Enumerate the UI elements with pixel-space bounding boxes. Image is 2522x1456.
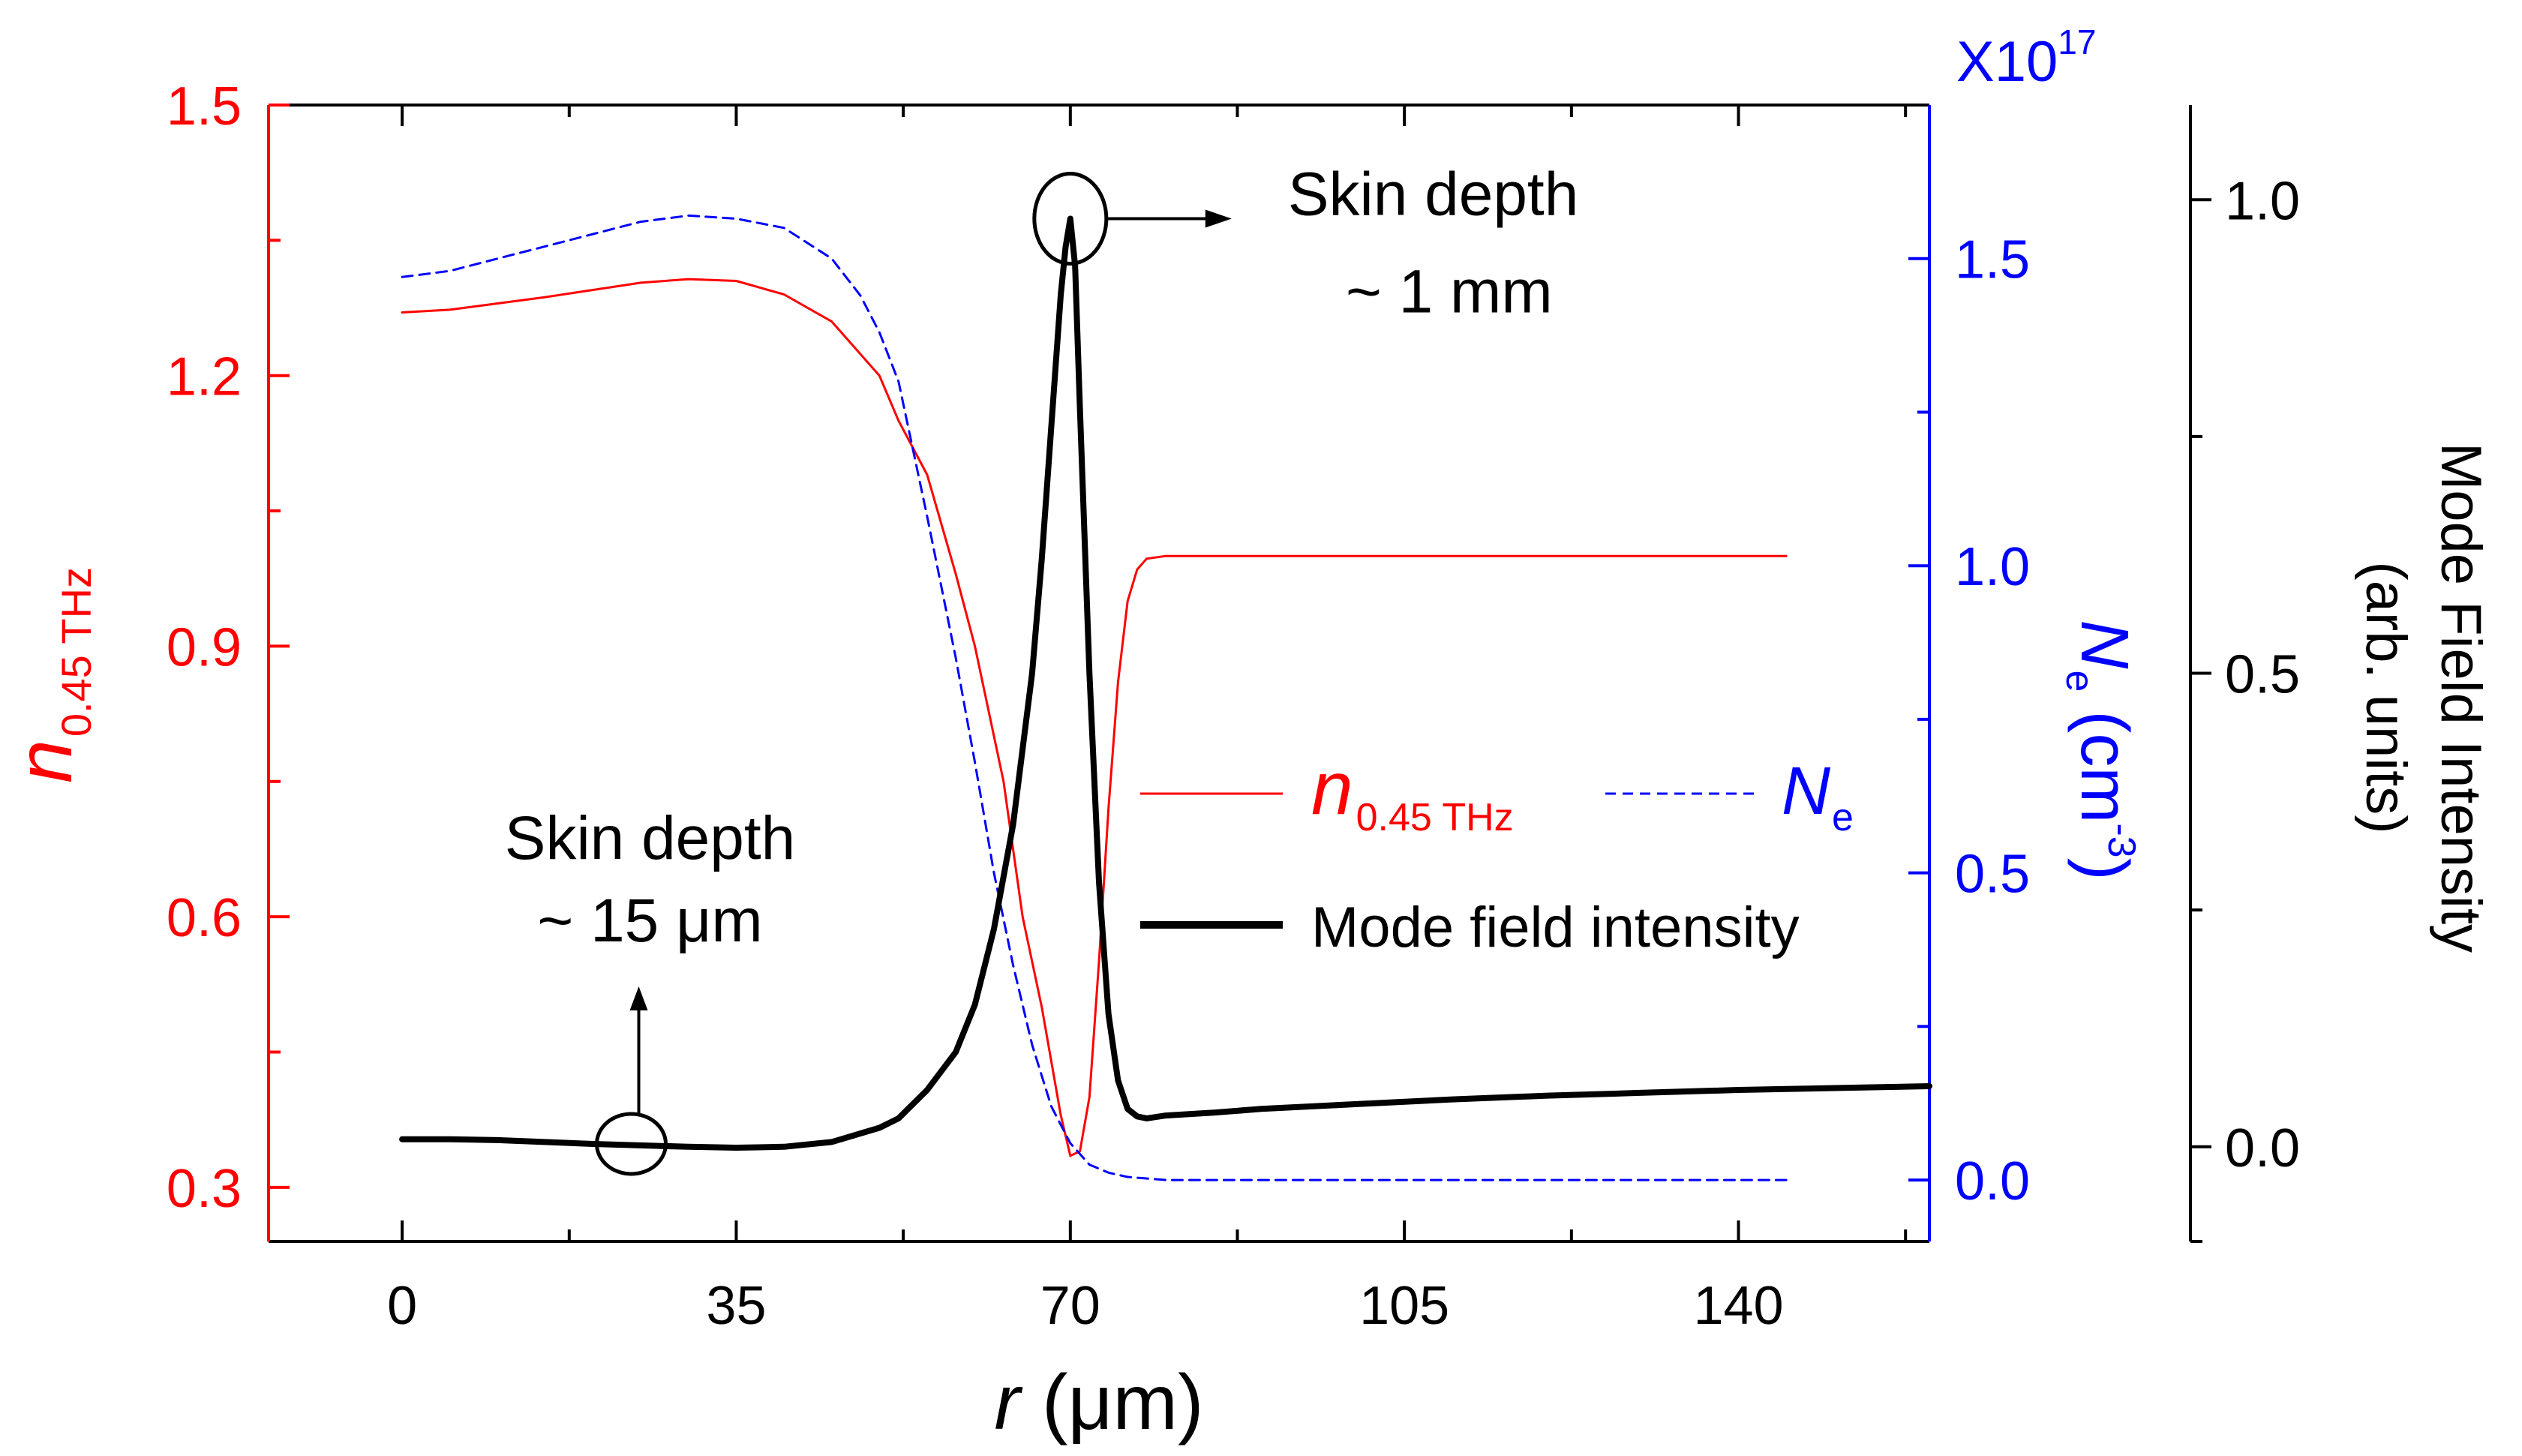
left-tick-label: 0.3: [167, 1159, 242, 1219]
blue-tick-label: 0.0: [1955, 1151, 2030, 1211]
black-tick-label: 0.0: [2225, 1118, 2300, 1178]
series-line-mode-field-intensity: [399, 215, 1932, 1151]
series-line-n-0-45thz: [401, 278, 1788, 1157]
y-right-black-title-group: Mode Field Intensity(arb. units): [2354, 443, 2493, 953]
legend-label-n: n0.45 THz: [1311, 746, 1514, 839]
legend: n0.45 THz Ne Mode field intensity: [1140, 746, 1854, 959]
left-tick-label: 0.6: [167, 888, 242, 948]
annotation-peak-line2: ~ 1 mm: [1346, 258, 1553, 326]
legend-label-ne: Ne: [1782, 754, 1854, 839]
arrow-head-up-icon: [629, 986, 648, 1010]
x-tick-label: 105: [1359, 1276, 1449, 1336]
y-right-blue-title: Ne (cm-3): [2058, 620, 2143, 880]
annotation-layer: Skin depth ~ 1 mm Skin depth ~ 15 μm: [505, 161, 1579, 1176]
series-layer: [399, 214, 1932, 1181]
x-tick-label: 35: [706, 1276, 766, 1336]
x-tick-label: 70: [1040, 1276, 1100, 1336]
left-tick-label: 1.2: [167, 347, 242, 407]
series-line-n-e: [401, 214, 1788, 1181]
x-tick-label: 140: [1693, 1276, 1783, 1336]
arrow-head-right-icon: [1205, 209, 1232, 228]
left-tick-label: 0.9: [167, 617, 242, 677]
annotation-peak-line1: Skin depth: [1288, 161, 1579, 229]
axis-labels: r (μm) n0.45 THz Ne (cm-3) X1017 Mode Field …: [2, 23, 2493, 1446]
black-tick-label: 0.5: [2225, 645, 2300, 705]
y-left-title: n0.45 THz: [2, 567, 100, 783]
x-tick-label: 0: [387, 1276, 417, 1336]
y-right-black-title-line2: (arb. units): [2354, 561, 2418, 833]
blue-tick-label: 0.5: [1955, 845, 2030, 905]
y-right-black-title-line1: Mode Field Intensity: [2429, 443, 2493, 953]
annotation-skin-line1: Skin depth: [505, 804, 796, 872]
axes-layer: 0 35 70 105 140 0.3 0.6 0.9 1.2 1.5 0.0 0.5 1.0 1.5 0.…: [167, 77, 2300, 1336]
y-right-blue-title-group: Ne (cm-3): [2058, 620, 2143, 880]
blue-tick-label: 1.5: [1955, 230, 2030, 290]
y-left-title-group: n0.45 THz: [2, 567, 100, 783]
blue-axis-multiplier: X1017: [1956, 23, 2096, 94]
blue-tick-label: 1.0: [1955, 537, 2030, 597]
annotation-skin-line2: ~ 15 μm: [537, 887, 762, 955]
left-tick-label: 1.5: [167, 77, 242, 137]
black-tick-label: 1.0: [2225, 171, 2300, 231]
x-axis-title: r (μm): [994, 1359, 1203, 1446]
legend-label-mode: Mode field intensity: [1311, 896, 1800, 959]
annotation-circle-skin: [595, 1112, 668, 1176]
